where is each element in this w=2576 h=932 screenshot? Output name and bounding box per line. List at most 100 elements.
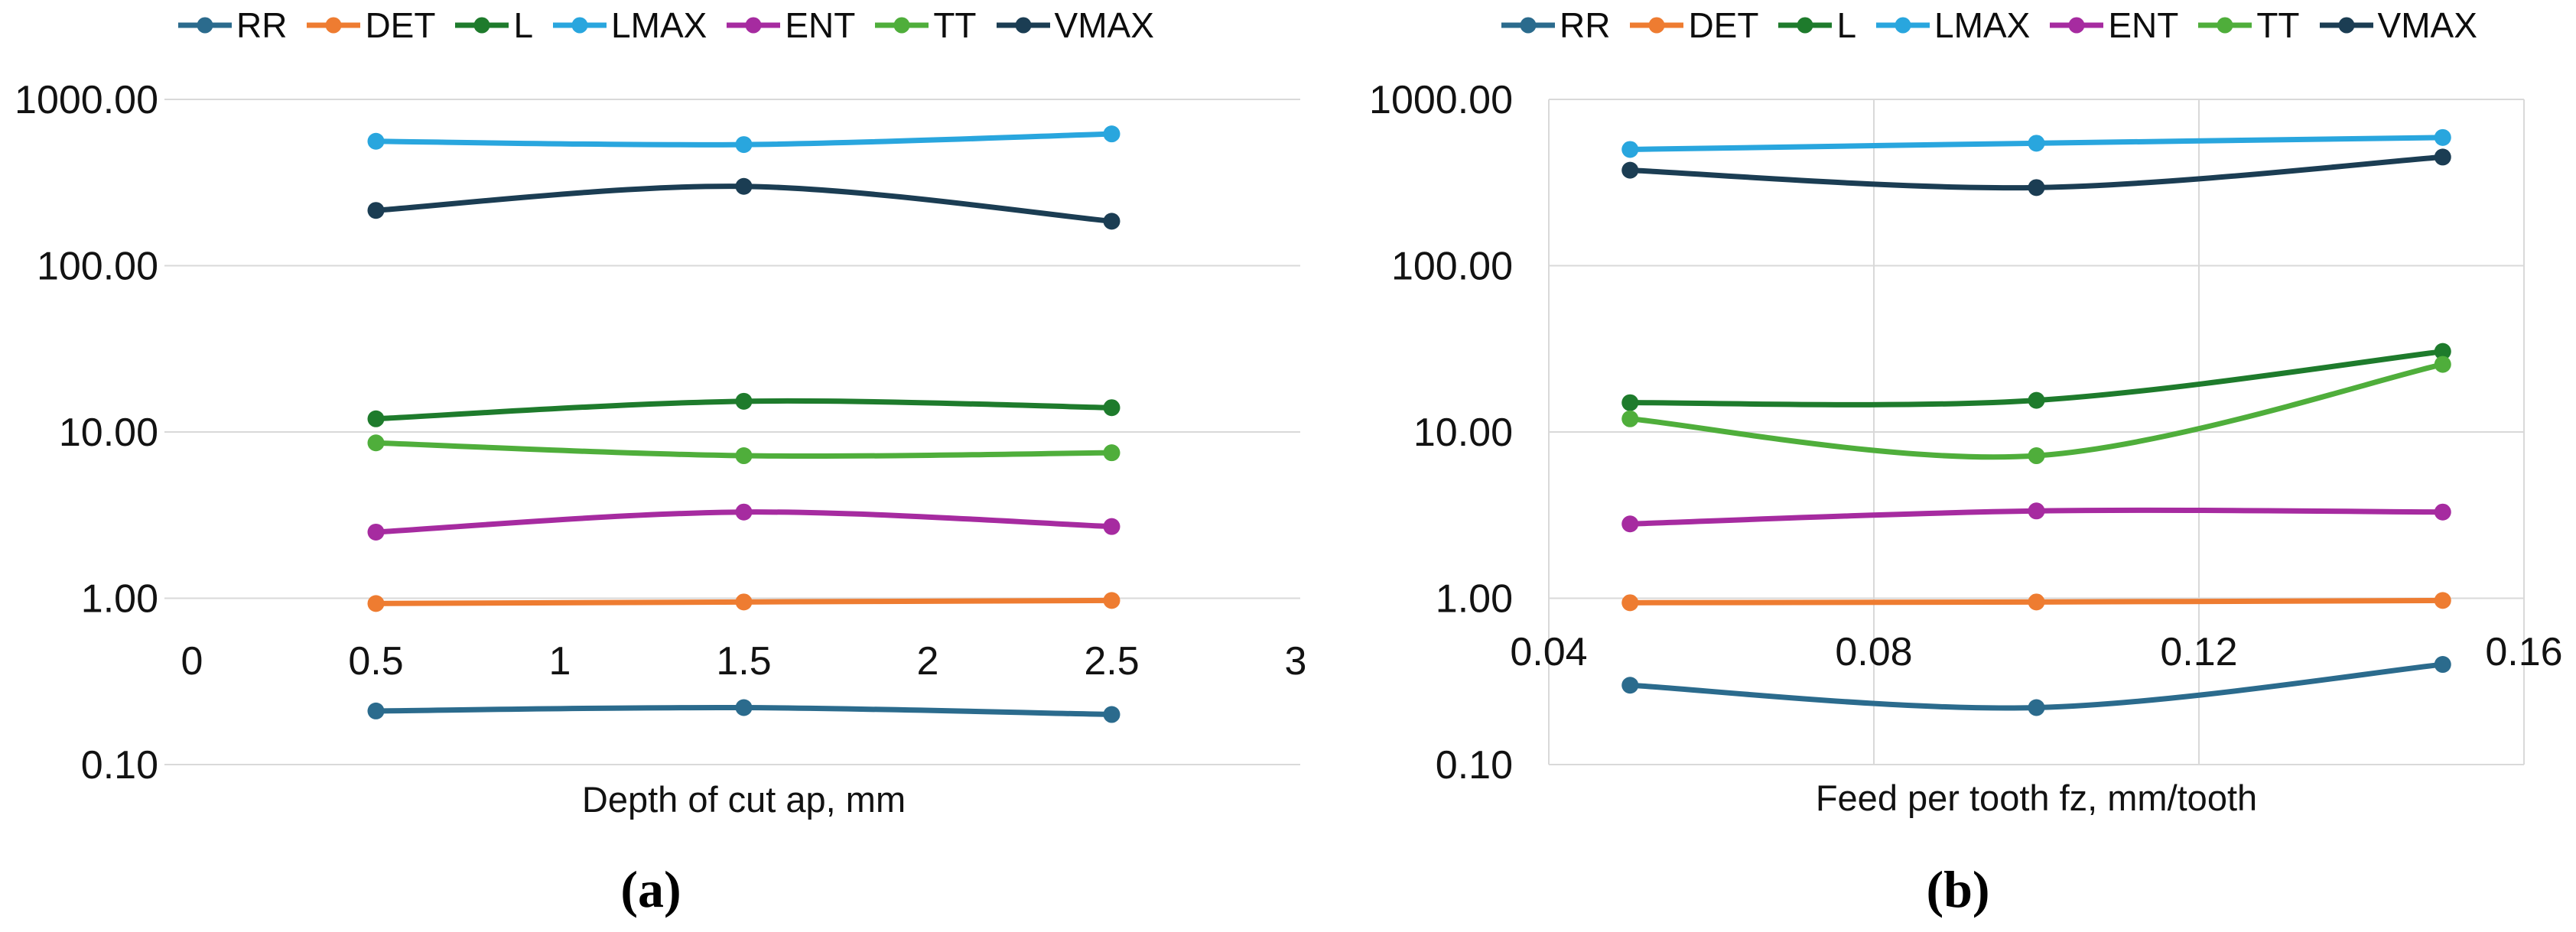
series-marker-l	[1621, 394, 1639, 411]
legend-label: L	[513, 5, 534, 45]
series-marker-det	[1621, 594, 1639, 612]
legend-line-marker-icon	[1876, 17, 1930, 34]
series-marker-l	[2434, 343, 2451, 360]
x-tick-label: 0.08	[1835, 630, 1912, 674]
x-tick-label: 0.04	[1510, 630, 1587, 674]
legend-item-det: DET	[307, 5, 435, 46]
series-marker-l	[367, 410, 385, 427]
chart-a: 1000.00 100.00 10.00 1.00 0.10 0 0.5 1 1.5 2 2.5 3	[15, 78, 1306, 787]
y-tick-label: 1000.00	[15, 78, 158, 122]
x-axis-title-a: Depth of cut ap, mm	[581, 779, 906, 820]
series-marker-det	[2434, 592, 2451, 609]
caption-b: (b)	[1926, 860, 1990, 918]
series-marker-det	[367, 595, 385, 612]
legend-label: RR	[236, 5, 288, 45]
y-tick-label: 1.00	[1436, 577, 1513, 622]
series-marker-rr	[1621, 677, 1639, 694]
series-marker-vmax	[367, 202, 385, 219]
legend-item-rr: RR	[178, 5, 287, 46]
series-marker-l	[2028, 391, 2045, 409]
legend-line-marker-icon	[996, 17, 1050, 34]
legend-label: TT	[2256, 5, 2300, 45]
series-marker-det	[2028, 593, 2045, 611]
x-tick-label: 1	[549, 639, 571, 684]
legend-label: L	[1836, 5, 1857, 45]
series-marker-ent	[1103, 518, 1120, 535]
series-marker-tt	[367, 434, 385, 452]
series-marker-lmax	[1103, 125, 1120, 143]
series-marker-lmax	[735, 136, 753, 154]
series-marker-tt	[2434, 356, 2451, 373]
y-tick-label: 10.00	[1413, 411, 1513, 455]
series-marker-rr	[367, 702, 385, 719]
series-marker-ent	[2434, 503, 2451, 521]
series-marker-vmax	[1621, 161, 1639, 179]
legend-line-marker-icon	[1778, 17, 1833, 34]
x-tick-label: 2	[917, 639, 939, 684]
legend-label: LMAX	[1934, 5, 2031, 45]
x-tick-label: 0.5	[348, 639, 403, 684]
x-tick-label: 1.5	[716, 639, 771, 684]
series-marker-vmax	[2028, 179, 2045, 196]
legend-line-marker-icon	[875, 17, 929, 34]
series-marker-tt	[2028, 447, 2045, 465]
legend-label: ENT	[785, 5, 856, 45]
series-marker-lmax	[367, 132, 385, 150]
legend-line-marker-icon	[1630, 17, 1684, 34]
legend-line-marker-icon	[178, 17, 232, 34]
x-tick-label: 3	[1285, 639, 1307, 684]
legend-item-l: L	[1778, 5, 1856, 46]
legend-line-marker-icon	[455, 17, 509, 34]
series-marker-vmax	[735, 177, 753, 195]
x-tick-label: 0.12	[2160, 630, 2237, 674]
series-marker-ent	[367, 523, 385, 541]
series-marker-lmax	[2434, 128, 2451, 146]
series-marker-vmax	[2434, 148, 2451, 166]
y-tick-label: 0.10	[81, 743, 158, 787]
legend-item-tt: TT	[875, 5, 977, 46]
series-marker-l	[735, 392, 753, 410]
legend-label: ENT	[2108, 5, 2179, 45]
legend-line-marker-icon	[727, 17, 781, 34]
series-marker-rr	[735, 699, 753, 716]
legend-item-ent: ENT	[727, 5, 855, 46]
series-line-tt	[1627, 362, 2446, 460]
legend-label: RR	[1560, 5, 1611, 45]
series-marker-det	[1103, 592, 1120, 609]
series-marker-vmax	[1103, 213, 1120, 230]
legend-item-rr: RR	[1501, 5, 1610, 46]
legend-label: DET	[365, 5, 436, 45]
legend-label: VMAX	[1054, 5, 1154, 45]
x-tick-label: 0	[181, 639, 203, 684]
legend-label: VMAX	[2377, 5, 2477, 45]
legend-item-tt: TT	[2198, 5, 2300, 46]
series-marker-det	[735, 593, 753, 611]
series-marker-l	[1103, 399, 1120, 417]
legend-item-det: DET	[1630, 5, 1758, 46]
x-axis-title-b: Feed per tooth fz, mm/tooth	[1815, 778, 2258, 818]
series-marker-ent	[735, 503, 753, 521]
legend-label: LMAX	[611, 5, 707, 45]
legend-line-marker-icon	[553, 17, 607, 34]
legend-item-vmax: VMAX	[996, 5, 1154, 46]
legend-chart-b: RR DET L LMAX ENT TT VMAX	[1501, 5, 2477, 46]
legend-line-marker-icon	[1501, 17, 1555, 34]
legend-item-ent: ENT	[2050, 5, 2178, 46]
y-tick-label: 10.00	[59, 411, 158, 455]
legend-line-marker-icon	[2050, 17, 2104, 34]
chart-b: 1000.00 100.00 10.00 1.00 0.10 0.04 0.08 0.12 0.…	[1369, 78, 2563, 787]
legend-line-marker-icon	[2198, 17, 2252, 34]
y-tick-label: 100.00	[1391, 245, 1513, 289]
y-tick-label: 100.00	[37, 245, 158, 289]
x-tick-label: 2.5	[1084, 639, 1139, 684]
caption-a: (a)	[620, 860, 681, 918]
legend-chart-a: RR DET L LMAX ENT TT VMAX	[178, 5, 1154, 46]
y-tick-label: 1000.00	[1369, 78, 1513, 122]
series-marker-tt	[1103, 444, 1120, 462]
legend-item-l: L	[455, 5, 533, 46]
y-tick-label: 0.10	[1436, 743, 1513, 787]
y-tick-label: 1.00	[81, 577, 158, 622]
legend-label: TT	[933, 5, 977, 45]
